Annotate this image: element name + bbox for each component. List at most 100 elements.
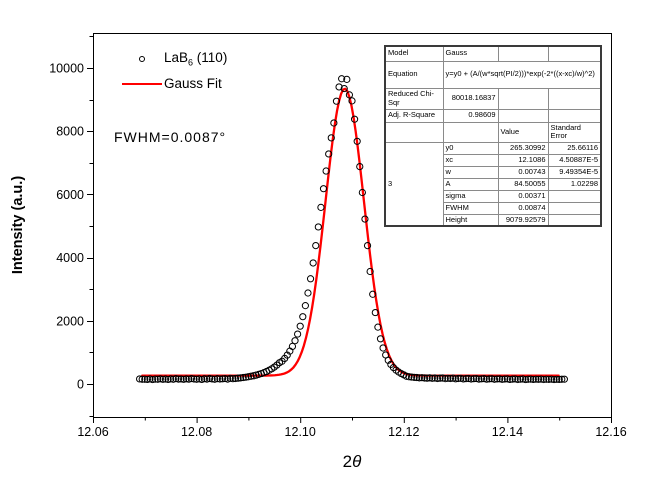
data-point-marker — [475, 375, 483, 383]
data-point-marker — [306, 275, 315, 283]
stats-param-value: 0.00371 — [497, 189, 549, 203]
fit-statistics-table: Model Gauss Equation y=y0 + (A/(w*sqrt(PI/2… — [384, 45, 602, 228]
data-point-marker — [420, 374, 429, 382]
data-point-marker — [537, 375, 545, 383]
data-point-marker — [405, 373, 413, 381]
data-point-marker — [319, 185, 328, 193]
data-point-marker — [426, 374, 434, 382]
data-point-marker — [296, 322, 304, 330]
legend-label-fit: Gauss Fit — [164, 76, 222, 91]
data-point-marker — [154, 375, 162, 383]
data-point-marker — [317, 203, 325, 211]
data-point-marker — [490, 375, 499, 383]
stats-row-label: Reduced Chi-Sqr — [384, 87, 444, 110]
legend: LaB6 (110) Gauss Fit — [120, 46, 227, 96]
data-point-marker — [353, 137, 361, 145]
data-point-marker — [180, 375, 188, 383]
data-point-marker — [366, 267, 374, 276]
data-point-marker — [187, 374, 196, 383]
data-point-marker — [195, 375, 203, 383]
stats-param-error: 9.49354E-5 — [547, 165, 602, 179]
stats-param-row: Height 9079.92579 — [385, 213, 602, 227]
data-point-marker — [148, 375, 157, 384]
data-point-marker — [496, 375, 504, 383]
data-point-marker — [369, 290, 377, 298]
stats-row-label: Model — [384, 45, 444, 62]
y-tick-label: 8000 — [56, 125, 84, 139]
open-circle-marker-icon — [120, 55, 164, 62]
stats-param-name: xc — [442, 153, 499, 167]
data-point-marker — [167, 375, 175, 383]
data-point-marker — [361, 215, 369, 223]
data-point-marker — [314, 223, 322, 231]
data-point-marker — [343, 75, 351, 83]
data-point-marker — [193, 375, 201, 383]
stats-row-value: y=y0 + (A/(w*sqrt(PI/2)))*exp(-2*((x-xc)… — [442, 60, 602, 89]
data-point-marker — [540, 375, 548, 384]
stats-param-name: Height — [442, 213, 499, 227]
stats-param-value: 9079.92579 — [497, 213, 549, 227]
data-point-marker — [462, 375, 470, 383]
stats-empty-cell — [497, 45, 549, 62]
stats-info-row: Equation y=y0 + (A/(w*sqrt(PI/2)))*exp(-2… — [384, 60, 602, 89]
data-point-marker — [151, 375, 159, 383]
data-point-marker — [356, 162, 364, 171]
data-point-marker — [304, 289, 312, 297]
data-point-marker — [418, 374, 426, 382]
data-point-marker — [534, 375, 543, 383]
stats-col-header: Standard Error — [547, 121, 602, 143]
data-point-marker — [159, 375, 167, 383]
data-point-marker — [231, 374, 240, 383]
data-point-marker — [301, 302, 309, 310]
x-tick-label: 12.16 — [595, 425, 626, 439]
data-point-marker — [309, 259, 317, 267]
data-point-marker — [433, 374, 442, 383]
data-point-marker — [226, 374, 234, 382]
stats-row-value: 0.98609 — [442, 108, 499, 123]
stats-param-row: FWHM 0.00874 — [385, 201, 602, 215]
data-point-marker — [345, 91, 354, 99]
data-point-marker — [467, 375, 475, 383]
data-point-marker — [288, 342, 297, 350]
stats-empty-cell — [547, 87, 602, 110]
legend-item-fit: Gauss Fit — [120, 71, 227, 96]
data-point-marker — [332, 97, 341, 105]
stats-param-value: 0.00874 — [497, 201, 549, 215]
data-point-marker — [452, 375, 460, 383]
stats-param-name: y0 — [442, 141, 499, 155]
stats-info-row: Model Gauss — [384, 45, 602, 62]
data-point-marker — [136, 375, 144, 383]
legend-label-data: LaB6 (110) — [164, 49, 228, 68]
data-point-marker — [234, 374, 242, 382]
stats-info-row: Adj. R-Square 0.98609 — [384, 108, 602, 123]
data-point-marker — [493, 375, 501, 383]
data-point-marker — [558, 375, 566, 383]
stats-param-error: 1.02298 — [547, 177, 602, 191]
data-point-marker — [477, 375, 486, 383]
data-point-marker — [213, 375, 221, 383]
data-point-marker — [221, 374, 229, 383]
data-point-marker — [371, 308, 379, 317]
data-point-marker — [237, 374, 245, 382]
stats-param-error: 4.50887E-5 — [547, 153, 602, 167]
data-point-marker — [413, 373, 421, 382]
data-point-marker — [542, 375, 550, 383]
data-point-marker — [350, 115, 359, 123]
data-point-marker — [205, 374, 214, 383]
data-point-marker — [363, 241, 372, 250]
data-point-marker — [330, 119, 338, 127]
data-point-marker — [325, 150, 333, 158]
data-point-marker — [555, 375, 563, 384]
y-tick-label: 4000 — [56, 251, 84, 265]
data-point-marker — [519, 375, 527, 383]
data-point-marker — [190, 375, 198, 383]
stats-param-row: 3 y0 265.30992 25.66116 — [384, 141, 602, 227]
stats-param-error — [547, 201, 602, 215]
data-point-marker — [182, 375, 190, 383]
data-point-marker — [177, 375, 185, 383]
data-point-marker — [415, 374, 423, 382]
data-point-marker — [294, 330, 302, 338]
data-point-marker — [550, 375, 558, 384]
data-point-marker — [239, 373, 247, 382]
data-point-marker — [247, 372, 255, 380]
